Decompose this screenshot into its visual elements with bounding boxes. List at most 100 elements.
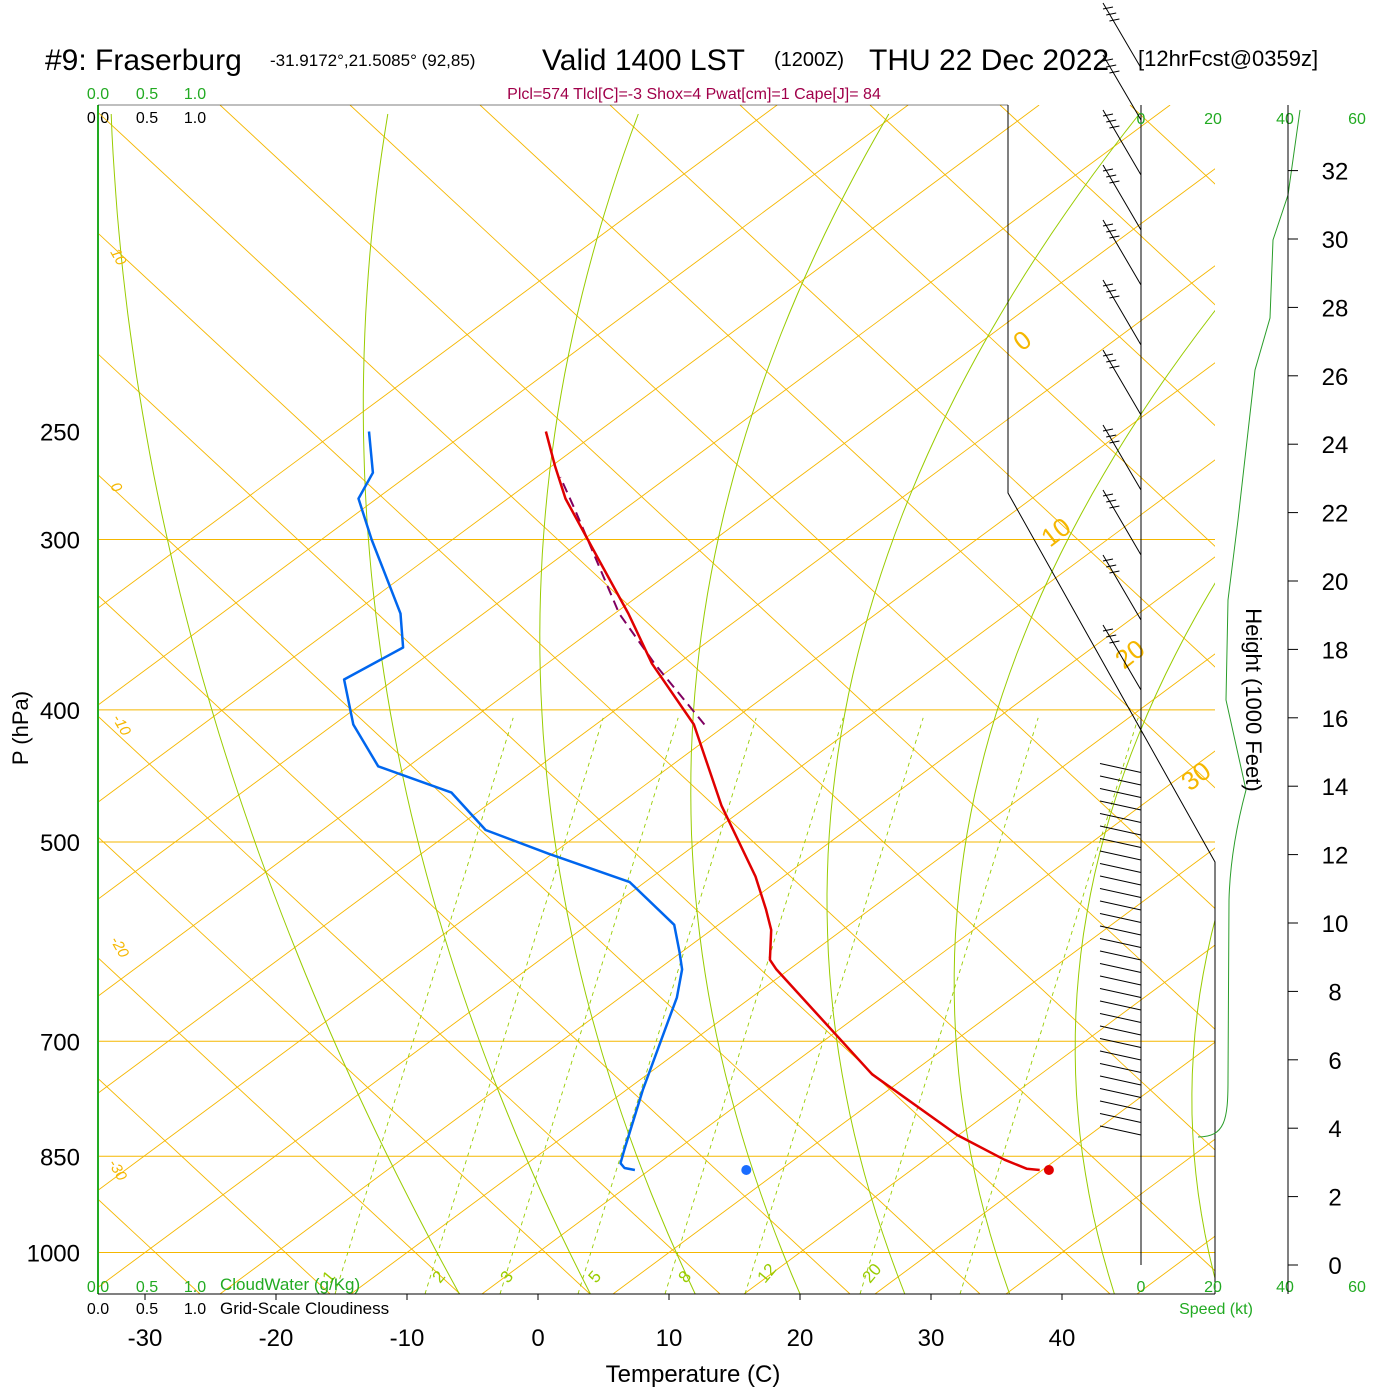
speed-tick-top: 20 xyxy=(1204,111,1222,128)
wind-barb xyxy=(1099,838,1142,848)
cloudwater-scale-bottom: 1.0 xyxy=(184,1279,206,1296)
surface-temperature-dot xyxy=(1043,1165,1054,1176)
wind-barb xyxy=(1099,775,1142,786)
wind-barb xyxy=(1099,1100,1142,1111)
barb-flag xyxy=(1109,235,1120,239)
wind-barb xyxy=(1099,1000,1142,1011)
barb-flag xyxy=(1102,168,1114,172)
wind-barb xyxy=(1102,424,1142,491)
isotherm xyxy=(743,944,1215,1294)
barb-flag xyxy=(1102,493,1114,497)
barb-flag xyxy=(1109,440,1120,444)
barb-flag xyxy=(1109,70,1120,74)
barb-flag xyxy=(1106,64,1117,68)
dry-adiabat xyxy=(479,105,1215,789)
cloudwater-label: CloudWater (g/Kg) xyxy=(220,1275,360,1294)
height-tick-label: 14 xyxy=(1322,774,1349,801)
x-tick-label: 20 xyxy=(787,1325,814,1352)
cloudiness-scale-top: 0.5 xyxy=(136,110,158,127)
dry-adiabat xyxy=(1390,105,1400,1294)
height-tick-label: 10 xyxy=(1322,911,1349,938)
isotherm-label: 10 xyxy=(1035,511,1076,552)
pressure-tick-label: 250 xyxy=(40,420,80,447)
wind-barb xyxy=(1099,825,1142,836)
barb-flag xyxy=(1106,289,1117,293)
height-tick-label: 18 xyxy=(1322,637,1349,664)
wind-barb xyxy=(1099,925,1142,936)
height-tick-label: 16 xyxy=(1322,706,1349,733)
stability-indices: Plcl=574 Tlcl[C]=-3 Shox=4 Pwat[cm]=1 Ca… xyxy=(507,86,881,103)
wind-barb xyxy=(1102,109,1142,176)
barb-flag xyxy=(1102,223,1114,227)
zulu-time: (1200Z) xyxy=(774,49,844,71)
dry-adiabat-label: -30 xyxy=(105,1157,131,1185)
barb-flag xyxy=(1106,229,1117,233)
x-tick-label: -20 xyxy=(259,1325,294,1352)
wind-barb xyxy=(1102,54,1142,121)
wind-barb xyxy=(1099,850,1142,861)
mixing-ratio-label: 12 xyxy=(754,1260,781,1287)
height-tick-label: 6 xyxy=(1328,1048,1341,1075)
surface-dewpoint-dot xyxy=(741,1165,752,1176)
isotherm-label: 20 xyxy=(1109,633,1150,674)
height-axis-title: Height (1000 Feet) xyxy=(1241,608,1266,791)
pressure-tick-label: 700 xyxy=(40,1029,80,1056)
isotherm xyxy=(98,459,1215,1288)
top-cloud-scales: 0.0 0.5 1.00.0 0.5 1.0 xyxy=(87,86,206,127)
barb-flag xyxy=(1109,570,1120,574)
wind-barb xyxy=(1099,800,1142,811)
wind-barb xyxy=(1099,875,1142,886)
wind-barb xyxy=(1099,1063,1142,1073)
speed-tick-bottom: 0 xyxy=(1137,1279,1146,1296)
barb-flag xyxy=(1102,6,1114,10)
height-tick-label: 30 xyxy=(1322,227,1349,254)
wind-barb xyxy=(1099,975,1142,986)
isotherm xyxy=(874,1041,1215,1294)
barb-flag xyxy=(1102,428,1114,432)
pressure-tick-label: 850 xyxy=(40,1144,80,1171)
cloudwater-scale-top: 0.0 xyxy=(87,86,109,103)
barb-flag xyxy=(1109,365,1120,369)
isotherm xyxy=(98,105,909,706)
barb-flag xyxy=(1106,564,1117,568)
wind-barb xyxy=(1099,988,1142,998)
background-lines xyxy=(98,105,1400,1294)
barb-flag xyxy=(1102,113,1114,117)
station-coords: -31.9172°,21.5085° (92,85) xyxy=(270,51,475,70)
isotherm xyxy=(98,168,1215,997)
barb-flag xyxy=(1106,359,1117,363)
station-title: #9: Fraserburg xyxy=(45,44,242,77)
dewpoint-curve xyxy=(342,431,684,1172)
barb-flag xyxy=(1102,58,1114,62)
dry-adiabat-label: -10 xyxy=(109,712,135,740)
moist-adiabat xyxy=(1191,918,1215,1281)
wind-barb xyxy=(1099,1038,1142,1048)
barb-flag xyxy=(1102,628,1114,632)
speed-tick-top: 60 xyxy=(1348,111,1366,128)
isotherm xyxy=(219,556,1215,1294)
pressure-tick-label: 500 xyxy=(40,830,80,857)
wind-barb xyxy=(1099,938,1142,948)
speed-tick-bottom: 20 xyxy=(1204,1279,1222,1296)
wind-speed-profile xyxy=(1197,109,1301,1138)
wind-barb xyxy=(1102,279,1142,346)
mixing-ratio-line xyxy=(859,717,1039,1294)
right-boundary xyxy=(1007,105,1216,1294)
speed-tick-bottom: 60 xyxy=(1348,1279,1366,1296)
wind-barb xyxy=(1099,813,1142,823)
wind-barb xyxy=(1099,1125,1142,1136)
height-tick-label: 26 xyxy=(1322,364,1349,391)
wind-panel: 0 0 20 20 40 40 60 60 Speed (kt) xyxy=(1099,2,1366,1318)
moist-adiabat xyxy=(110,113,460,1294)
height-tick-label: 28 xyxy=(1322,295,1349,322)
barb-flag xyxy=(1109,295,1120,299)
forecast-date: THU 22 Dec 2022 xyxy=(869,44,1109,77)
wind-barb xyxy=(1099,763,1142,773)
x-axis-title: Temperature (C) xyxy=(606,1361,781,1388)
wind-barb xyxy=(1102,349,1142,416)
wind-barb xyxy=(1099,1075,1142,1086)
pressure-tick-label: 1000 xyxy=(27,1241,80,1268)
pressure-tick-label: 400 xyxy=(40,698,80,725)
